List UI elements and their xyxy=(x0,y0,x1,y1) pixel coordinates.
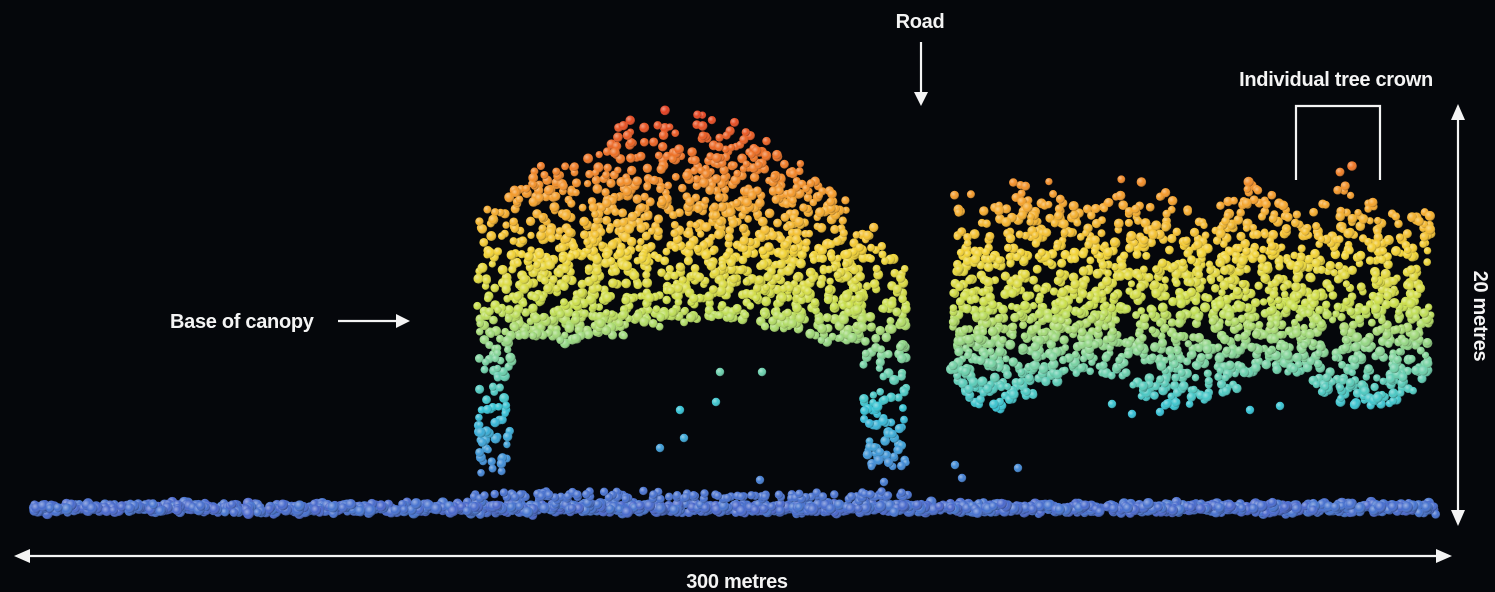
base-of-canopy-label: Base of canopy xyxy=(170,311,315,333)
road-arrow xyxy=(914,42,928,106)
width-dimension-label: 300 metres xyxy=(686,571,788,592)
tree-crown-bracket xyxy=(1294,104,1382,180)
height-dimension-label: 20 metres xyxy=(1469,271,1491,362)
tree-crown-label: Individual tree crown xyxy=(1239,69,1433,91)
canopy-points xyxy=(473,105,1436,487)
height-dimension-arrow xyxy=(1451,104,1465,526)
base-of-canopy-arrow xyxy=(338,314,410,328)
ground-points xyxy=(28,486,1441,520)
width-dimension-arrow xyxy=(14,549,1452,563)
road-label: Road xyxy=(896,11,945,33)
